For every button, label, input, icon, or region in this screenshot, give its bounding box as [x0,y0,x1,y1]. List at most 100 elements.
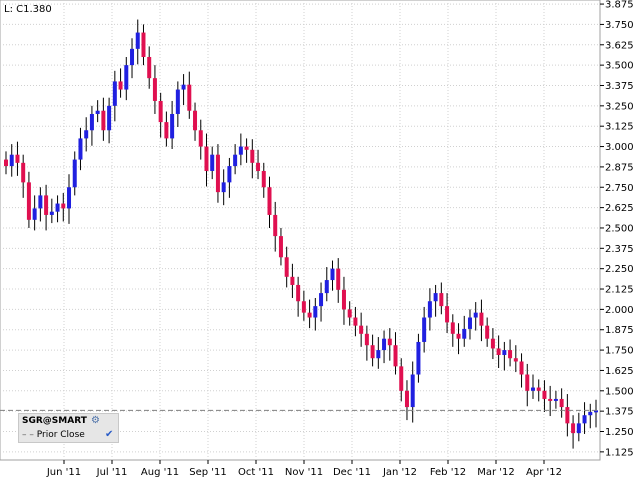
candle-body [198,130,203,147]
y-tick-label: 3.000 [605,142,634,153]
candle-body [422,317,427,342]
candle-body [416,341,421,375]
y-tick-label: 1.375 [605,407,634,418]
x-tick-label: Nov '11 [285,467,323,478]
candle-body [582,415,587,424]
y-tick-label: 3.875 [605,0,634,11]
candle-body [496,348,501,355]
candle-body [141,32,146,57]
x-tick-label: Jan '12 [382,467,417,478]
candle-body [170,113,175,139]
candle-body [21,162,26,183]
dash-icon: – – [22,430,37,440]
x-tick-label: Mar '12 [477,467,515,478]
candle-body [559,398,564,408]
candle-body [164,122,169,139]
candle-body [439,293,444,307]
candle-body [238,146,243,155]
y-tick-label: 2.750 [605,183,634,194]
candle-body [147,56,152,79]
candle-body [95,110,100,114]
plot-area [0,0,601,461]
y-tick-label: 2.250 [605,264,634,275]
candle-body [44,195,49,215]
candle-body [175,89,180,114]
candle-body [284,257,289,277]
candle-body [324,280,329,294]
candle-body [513,358,518,362]
candle-body [353,317,358,326]
y-tick-label: 3.125 [605,122,634,133]
candle-body [553,398,558,401]
check-icon[interactable]: ✔ [105,429,114,440]
candle-body [347,309,352,318]
candle-body [55,203,60,212]
y-tick-label: 1.500 [605,386,634,397]
candle-body [124,65,129,90]
candle-body [278,236,283,258]
candle-body [433,293,438,302]
candle-body [261,170,266,188]
candle-body [519,361,524,375]
candle-body [78,138,83,160]
candle-body [130,48,135,66]
candle-body [135,32,140,49]
y-tick-label: 2.125 [605,285,634,296]
y-tick-label: 1.125 [605,447,634,458]
candle-body [399,366,404,391]
y-tick-label: 3.625 [605,40,634,51]
y-tick-label: 1.625 [605,366,634,377]
candle-body [32,208,37,220]
candle-body [341,289,346,310]
x-tick-label: Sep '11 [189,467,227,478]
y-tick-label: 3.375 [605,81,634,92]
x-tick-label: Apr '12 [526,467,562,478]
y-tick-label: 3.250 [605,101,634,112]
y-tick-label: 1.250 [605,427,634,438]
legend-box[interactable]: SGR@SMART ⚙ – – Prior Close ✔ [18,413,119,443]
prior-close-label: Prior Close [36,430,85,440]
candle-body [4,159,8,167]
candle-body [61,203,66,209]
y-tick-label: 3.500 [605,61,634,72]
candle-body [112,81,117,106]
candle-body [84,130,89,139]
candle-body [72,159,77,188]
gear-icon[interactable]: ⚙ [91,415,100,426]
candle-body [307,312,312,318]
candle-body [359,325,364,334]
candle-body [181,84,186,90]
candle-body [588,411,593,416]
legend-prior-close: – – Prior Close [22,430,85,440]
candle-body [410,374,415,408]
y-tick-label: 2.625 [605,203,634,214]
candle-body [301,301,306,313]
y-tick-label: 1.750 [605,346,634,357]
candle-body [450,322,455,334]
candle-body [107,105,112,131]
candle-body [26,182,31,220]
candle-body [370,345,375,359]
candle-body [15,154,20,163]
candle-body [382,338,387,351]
candle-body [9,154,14,167]
candle-body [462,328,467,339]
candle-body [330,268,335,281]
y-tick-label: 3.750 [605,20,634,31]
legend-symbol: SGR@SMART [22,416,87,426]
x-tick-label: Aug '11 [141,467,179,478]
candle-body [49,211,54,215]
candle-body [313,306,318,318]
y-tick-label: 2.500 [605,223,634,234]
candle-body [479,312,484,326]
candle-body [187,84,192,111]
candle-body [319,293,324,307]
candle-body [485,325,490,339]
x-tick-label: Dec '11 [333,467,371,478]
candle-body [376,350,381,359]
candle-body [290,276,295,285]
candle-body [456,333,461,339]
candle-body [508,350,513,359]
candle-body [296,284,301,302]
